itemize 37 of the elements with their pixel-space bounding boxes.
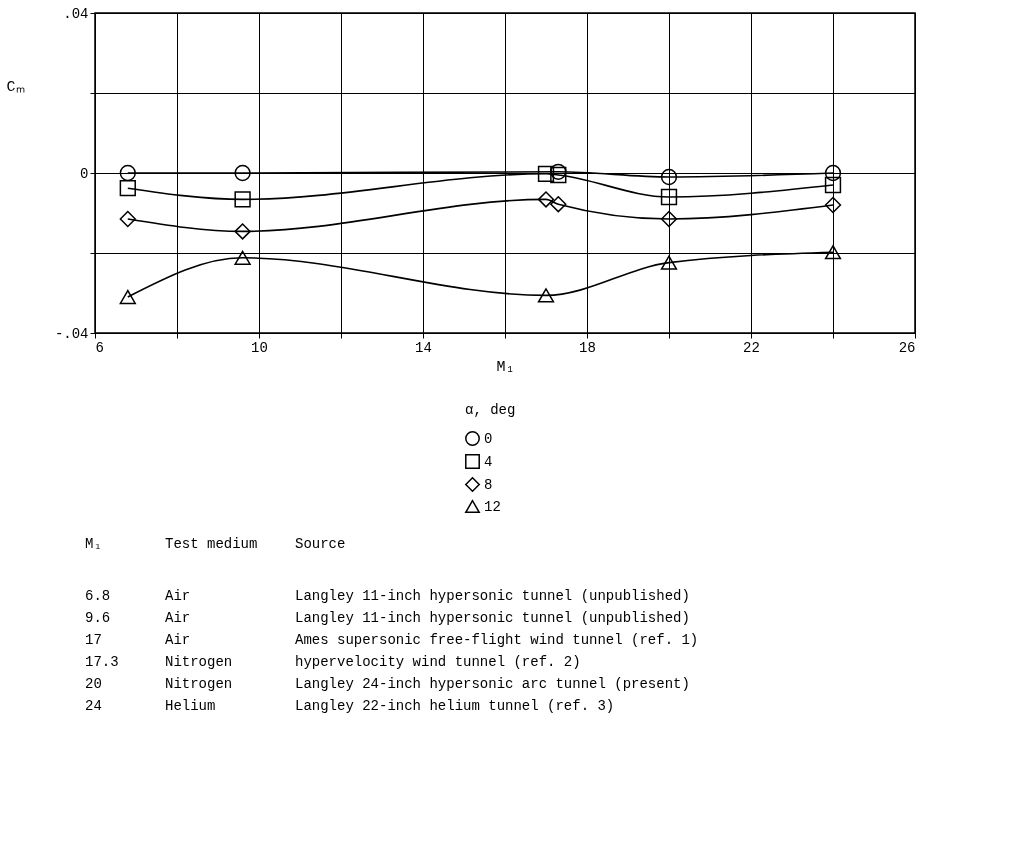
legend-label: 8 [484,476,493,493]
x-tick-label: 18 [579,339,596,356]
text: M₁ [85,536,102,552]
text: Air [165,632,191,648]
x-tick-label: 10 [251,339,268,356]
text: Langley 11-inch hypersonic tunnel (unpublished) [295,588,690,604]
text: Helium [165,698,216,714]
y-tick-label: -.04 [54,325,89,342]
text: 6.8 [85,588,111,604]
text: Langley 11-inch hypersonic tunnel (unpublished) [295,610,690,626]
y-tick-label: 0 [80,165,89,182]
text: Test medium [165,536,258,552]
legend-label: 0 [484,430,493,447]
y-axis-title: Cₘ [6,78,25,96]
text: Air [165,610,191,626]
text: Ames supersonic free-flight wind tunnel (ref. 1) [295,632,699,648]
text: 9.6 [85,610,111,626]
legend-label: 12 [484,498,501,515]
text: hypervelocity wind tunnel (ref. 2) [295,654,581,670]
text: Nitrogen [165,654,233,670]
text: 20 [85,676,102,692]
x-tick-label: 6 [95,339,104,356]
x-tick-label: 14 [415,339,432,356]
text: 24 [85,698,102,714]
legend-label: 4 [484,453,493,470]
text: Langley 22-inch helium tunnel (ref. 3) [295,698,615,714]
text: 17 [85,632,102,648]
x-tick-label: 22 [743,339,760,356]
text: Air [165,588,191,604]
text: Nitrogen [165,676,233,692]
text: 17.3 [85,654,119,670]
text: Source [295,536,346,552]
x-axis-title: M₁ [496,358,515,376]
text: Langley 24-inch hypersonic arc tunnel (present) [295,676,690,692]
y-tick-label: .04 [63,5,89,22]
legend-title: α, deg [465,402,516,418]
x-tick-label: 26 [898,339,916,356]
